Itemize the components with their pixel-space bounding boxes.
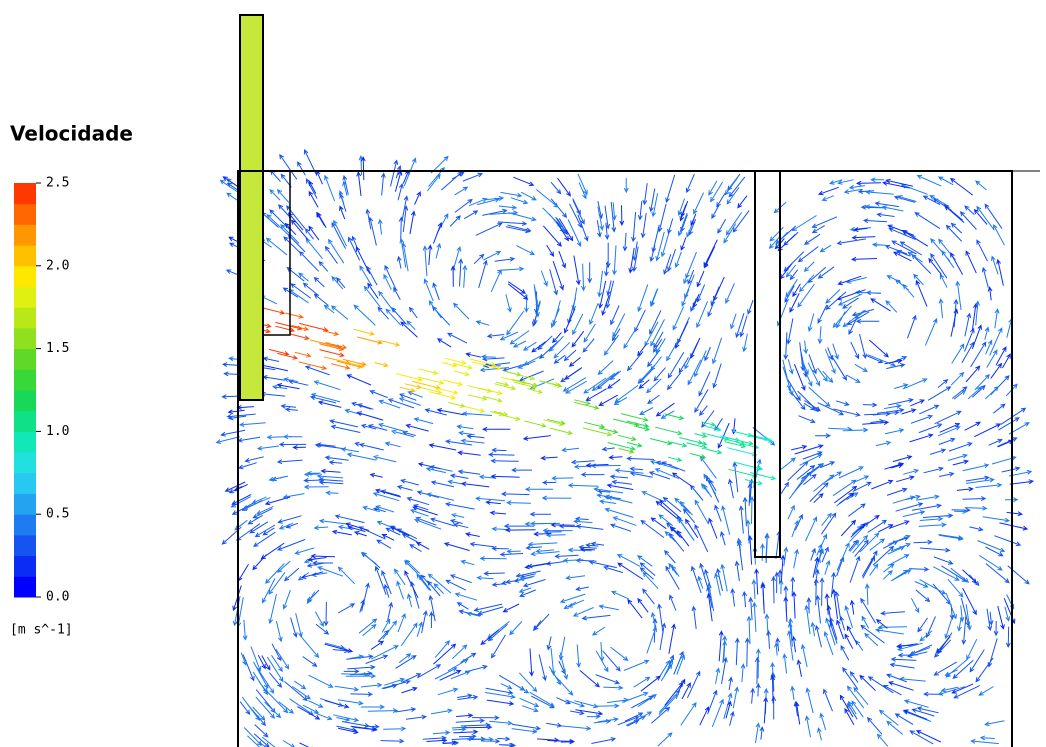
colorbar-tick-label: 0.0 xyxy=(46,590,69,605)
inlet-block xyxy=(263,170,291,336)
colorbar-band xyxy=(14,410,36,432)
colorbar-band xyxy=(14,286,36,308)
velocity-vectors xyxy=(417,358,528,413)
velocity-vectors xyxy=(727,434,770,457)
colorbar-tick-label: 1.0 xyxy=(46,424,69,439)
velocity-vectors xyxy=(335,328,442,393)
colorbar-band xyxy=(14,327,36,350)
velocity-vectors xyxy=(395,357,502,400)
velocity-vectors xyxy=(546,399,635,454)
velocity-vectors xyxy=(584,413,649,442)
colorbar-tick-label: 0.5 xyxy=(46,507,69,522)
legend-unit: [m s^-1] xyxy=(10,623,73,638)
colorbar-band xyxy=(14,203,36,225)
colorbar-band xyxy=(14,390,36,412)
colorbar-band xyxy=(14,493,36,515)
colorbar-band xyxy=(14,307,36,329)
colorbar-band xyxy=(14,431,36,453)
velocity-vectors xyxy=(222,156,1035,747)
colorbar-tick-label: 2.5 xyxy=(46,176,69,191)
velocity-vectors xyxy=(310,336,383,369)
inlet-pipe xyxy=(239,14,264,401)
colorbar-band xyxy=(14,576,36,598)
colorbar-band xyxy=(14,265,36,287)
colorbar-band xyxy=(14,245,36,267)
colorbar-band xyxy=(14,348,36,370)
domain-outline xyxy=(237,170,1013,747)
colorbar-band xyxy=(14,514,36,536)
vector-field xyxy=(215,148,1035,747)
geometry xyxy=(237,14,1040,747)
colorbar-band xyxy=(14,452,36,474)
colorbar-band xyxy=(14,472,36,494)
colorbar-band xyxy=(14,369,36,391)
velocity-vectors xyxy=(502,370,613,437)
velocity-vectors xyxy=(667,421,758,478)
velocity-vectors xyxy=(701,425,777,486)
velocity-vectors xyxy=(607,413,707,459)
colorbar-tick-label: 2.0 xyxy=(46,258,69,273)
colorbar-band xyxy=(14,183,36,205)
velocity-vectors xyxy=(447,371,565,427)
colorbar: 0.0 0.5 1.0 1.5 2.0 2.5 xyxy=(14,176,69,605)
colorbar-band xyxy=(14,555,36,577)
legend-title: Velocidade xyxy=(10,122,133,146)
colorbar-tick-label: 1.5 xyxy=(46,341,69,356)
colorbar-band xyxy=(14,534,36,557)
velocity-vectors xyxy=(215,154,1033,747)
baffle xyxy=(754,171,781,558)
colorbar-band xyxy=(14,224,36,246)
